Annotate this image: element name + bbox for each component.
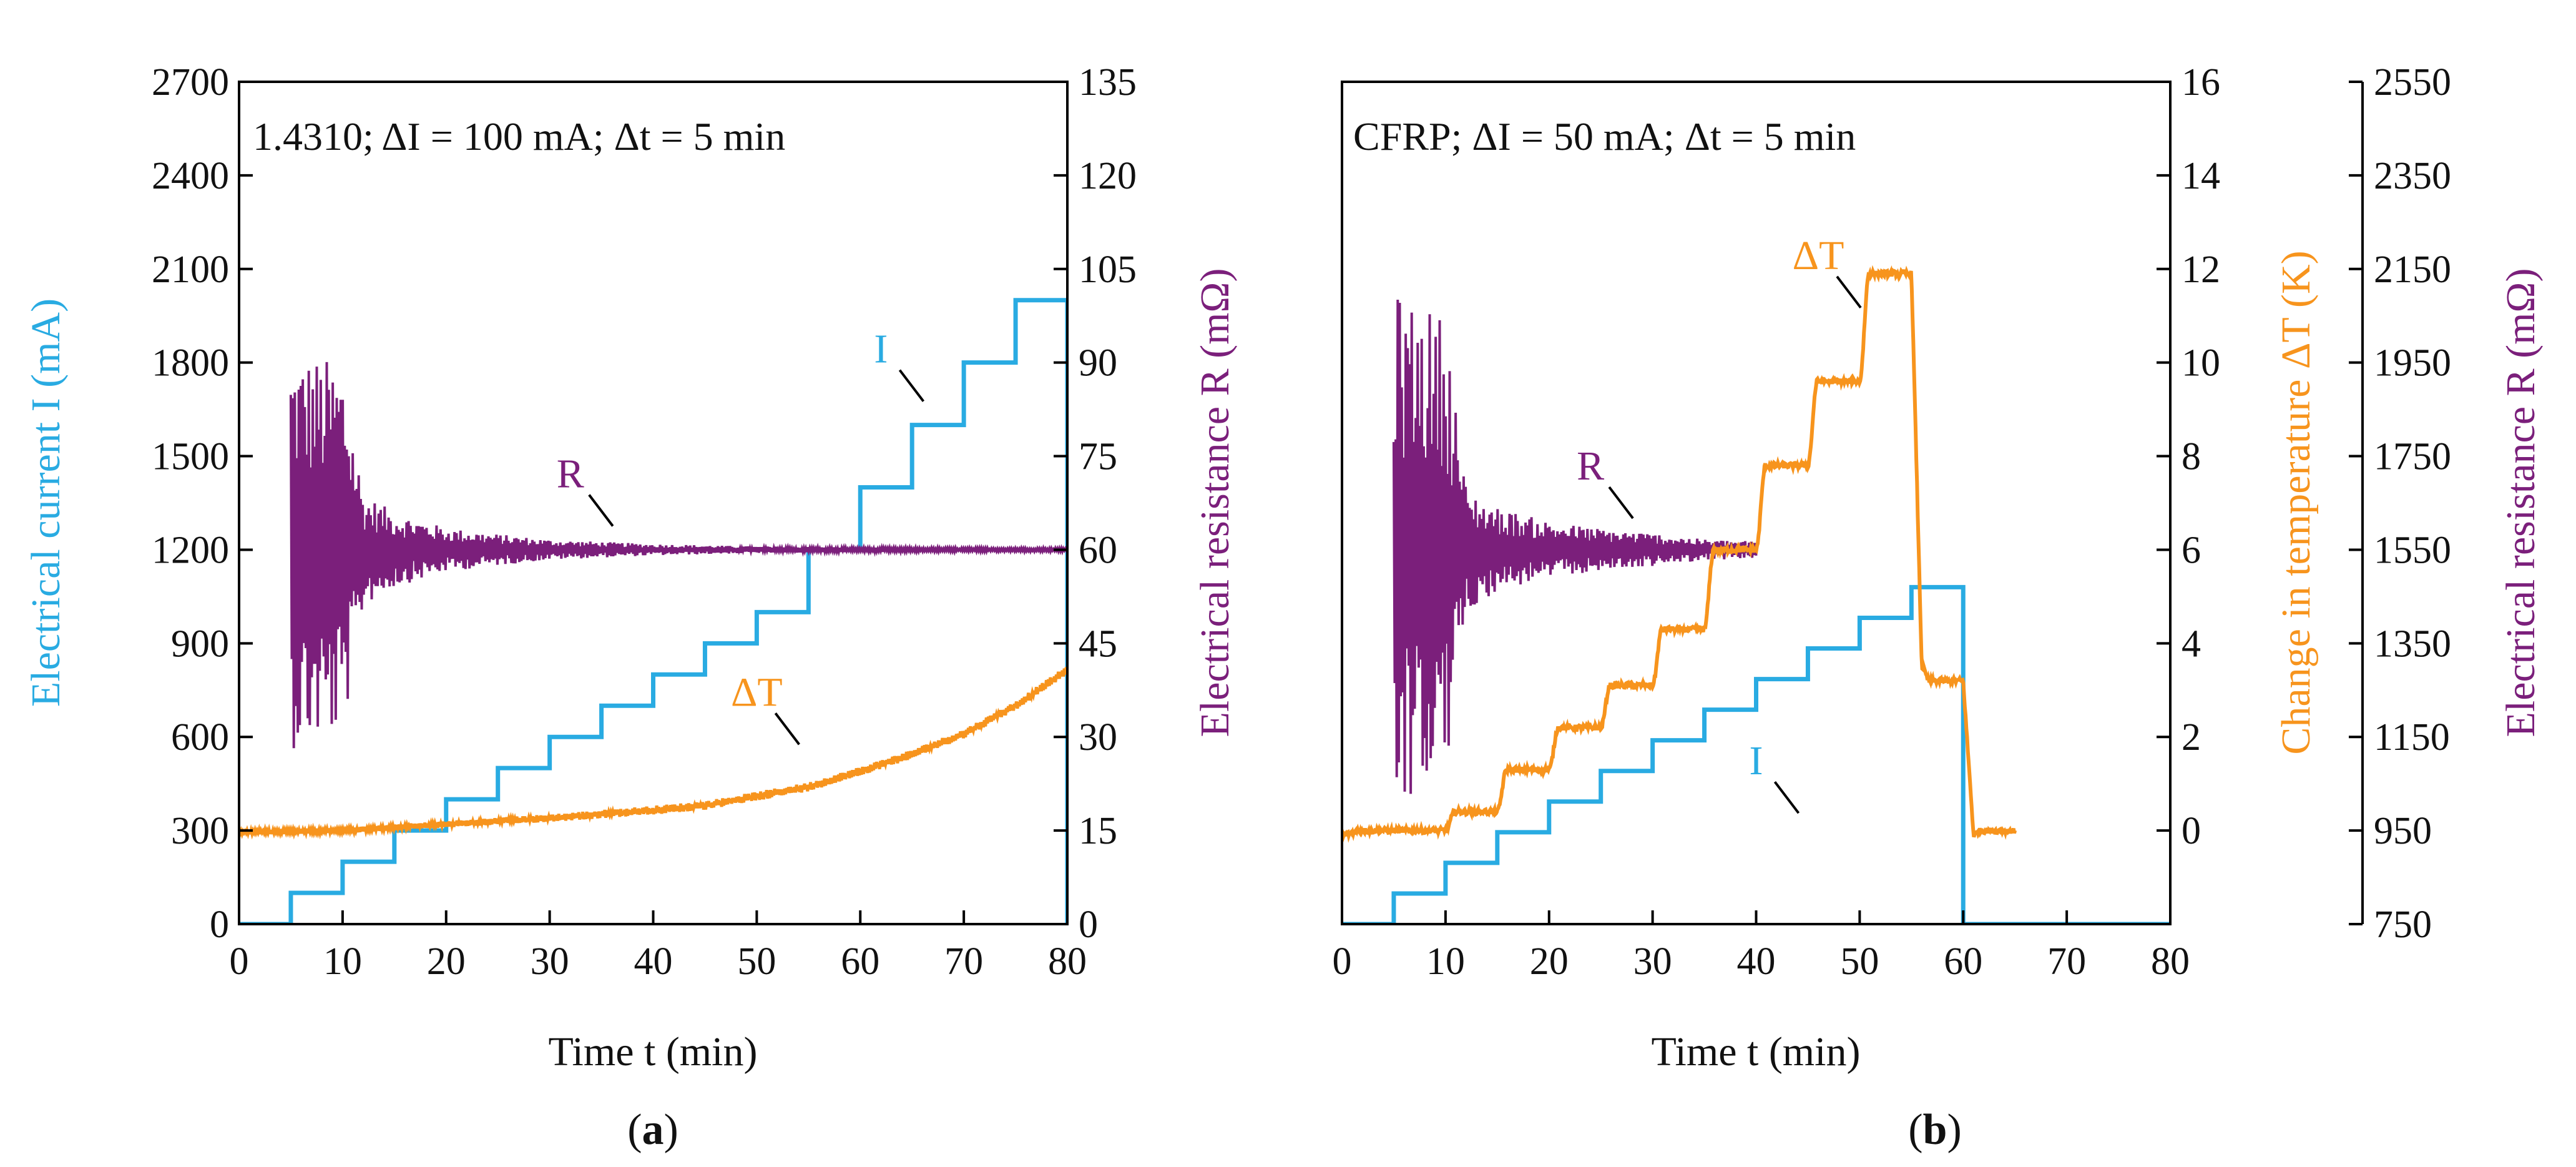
y-tick-label: 135 <box>1079 61 1137 104</box>
series-current <box>1342 584 2170 924</box>
y-tick-label: 1750 <box>2374 436 2451 478</box>
y-tick-label: 1550 <box>2374 529 2451 571</box>
y-tick-label: 75 <box>1079 436 1117 478</box>
annotation-leader <box>1773 780 1800 814</box>
y-tick-label: 2550 <box>2374 61 2451 104</box>
y-tick-label: 950 <box>2374 810 2432 852</box>
annotation-label: I <box>874 327 888 372</box>
panel-b-ylabel-resistance: Electrical resistance R (mΩ) <box>2498 268 2544 737</box>
y-tick-label: 900 <box>171 623 229 665</box>
x-tick-label: 50 <box>737 940 776 983</box>
y-tick-label: 12 <box>2182 249 2220 291</box>
y-tick-label: 300 <box>171 810 229 852</box>
series-resistance <box>1392 299 1758 794</box>
x-tick-label: 10 <box>1426 940 1465 983</box>
annotation-label: R <box>557 451 584 497</box>
panel-b-ylabel-temperature: Change in temperature ΔT (K) <box>2273 250 2319 754</box>
y-tick-label: 0 <box>210 904 229 946</box>
x-tick-label: 30 <box>1633 940 1672 983</box>
series-temperature <box>239 667 1067 840</box>
x-tick-label: 40 <box>634 940 673 983</box>
x-tick-label: 70 <box>2047 940 2086 983</box>
y-tick-label: 120 <box>1079 155 1137 197</box>
x-tick-label: 0 <box>230 940 249 983</box>
annotation-leader <box>1836 275 1862 308</box>
annotation-label: ΔT <box>731 669 783 715</box>
series-current <box>239 298 1067 924</box>
panel-a-ylabel-resistance: Electrical resistance R (mΩ) <box>1192 268 1238 737</box>
panel-a-title: 1.4310; ΔI = 100 mA; Δt = 5 min <box>253 114 785 159</box>
x-tick-label: 30 <box>531 940 569 983</box>
panel-a-label: (a) <box>627 1106 678 1154</box>
annotation-leader <box>898 369 925 402</box>
y-tick-label: 600 <box>171 716 229 759</box>
y-tick-label: 750 <box>2374 904 2432 946</box>
x-tick-label: 70 <box>944 940 983 983</box>
x-tick-label: 60 <box>1944 940 1982 983</box>
x-tick-label: 10 <box>323 940 362 983</box>
x-tick-label: 40 <box>1737 940 1776 983</box>
panel-a: 0 10 20 30 40 50 60 70 8003006009001200150018002… <box>23 61 1238 1154</box>
x-tick-label: 0 <box>1333 940 1352 983</box>
panel-b-label: (b) <box>1908 1106 1962 1154</box>
y-tick-label: 8 <box>2182 436 2201 478</box>
y-tick-label: 45 <box>1079 623 1117 665</box>
y-tick-label: 2150 <box>2374 249 2451 291</box>
x-tick-label: 20 <box>427 940 466 983</box>
annotation-leader <box>588 494 614 527</box>
y-tick-label: 1350 <box>2374 623 2451 665</box>
y-tick-label: 1150 <box>2374 716 2450 759</box>
panel-b-title: CFRP; ΔI = 50 mA; Δt = 5 min <box>1353 114 1856 159</box>
annotation-leader <box>1608 486 1634 519</box>
annotation-leader <box>774 712 800 746</box>
y-tick-label: 15 <box>1079 810 1117 852</box>
panel-b: 0 10 20 30 40 50 60 70 80 0 2 4 6 8 10 12 14 16 750 950 1150… <box>1333 61 2544 1154</box>
y-tick-label: 14 <box>2182 155 2220 197</box>
x-tick-label: 50 <box>1840 940 1879 983</box>
y-tick-label: 2100 <box>152 249 229 291</box>
y-tick-label: 16 <box>2182 61 2220 104</box>
annotation-label: R <box>1577 443 1604 489</box>
y-tick-label: 2 <box>2182 716 2201 759</box>
annotation-label: I <box>1750 738 1763 784</box>
y-tick-label: 4 <box>2182 623 2201 665</box>
y-tick-label: 1950 <box>2374 342 2451 385</box>
annotation-label: ΔT <box>1793 233 1844 278</box>
y-tick-label: 0 <box>2182 810 2201 852</box>
y-tick-label: 2700 <box>152 61 229 104</box>
y-tick-label: 1200 <box>152 529 229 571</box>
x-tick-label: 20 <box>1530 940 1569 983</box>
y-tick-label: 2350 <box>2374 155 2451 197</box>
panel-a-ylabel-current: Electrical current I (mA) <box>23 298 69 707</box>
x-tick-label: 60 <box>841 940 879 983</box>
y-tick-label: 30 <box>1079 716 1117 759</box>
x-tick-label: 80 <box>2151 940 2190 983</box>
panel-b-xlabel: Time t (min) <box>1652 1029 1861 1075</box>
y-tick-label: 2400 <box>152 155 229 197</box>
y-tick-label: 1500 <box>152 436 229 478</box>
y-tick-label: 105 <box>1079 249 1137 291</box>
y-tick-label: 6 <box>2182 529 2201 571</box>
y-tick-label: 0 <box>1079 904 1098 946</box>
y-tick-label: 10 <box>2182 342 2220 385</box>
y-tick-label: 60 <box>1079 529 1117 571</box>
y-tick-label: 90 <box>1079 342 1117 385</box>
y-tick-label: 1800 <box>152 342 229 385</box>
panel-a-xlabel: Time t (min) <box>549 1029 758 1075</box>
series-resistance <box>289 362 1067 749</box>
series-temperature <box>1342 265 2017 843</box>
x-tick-label: 80 <box>1048 940 1087 983</box>
